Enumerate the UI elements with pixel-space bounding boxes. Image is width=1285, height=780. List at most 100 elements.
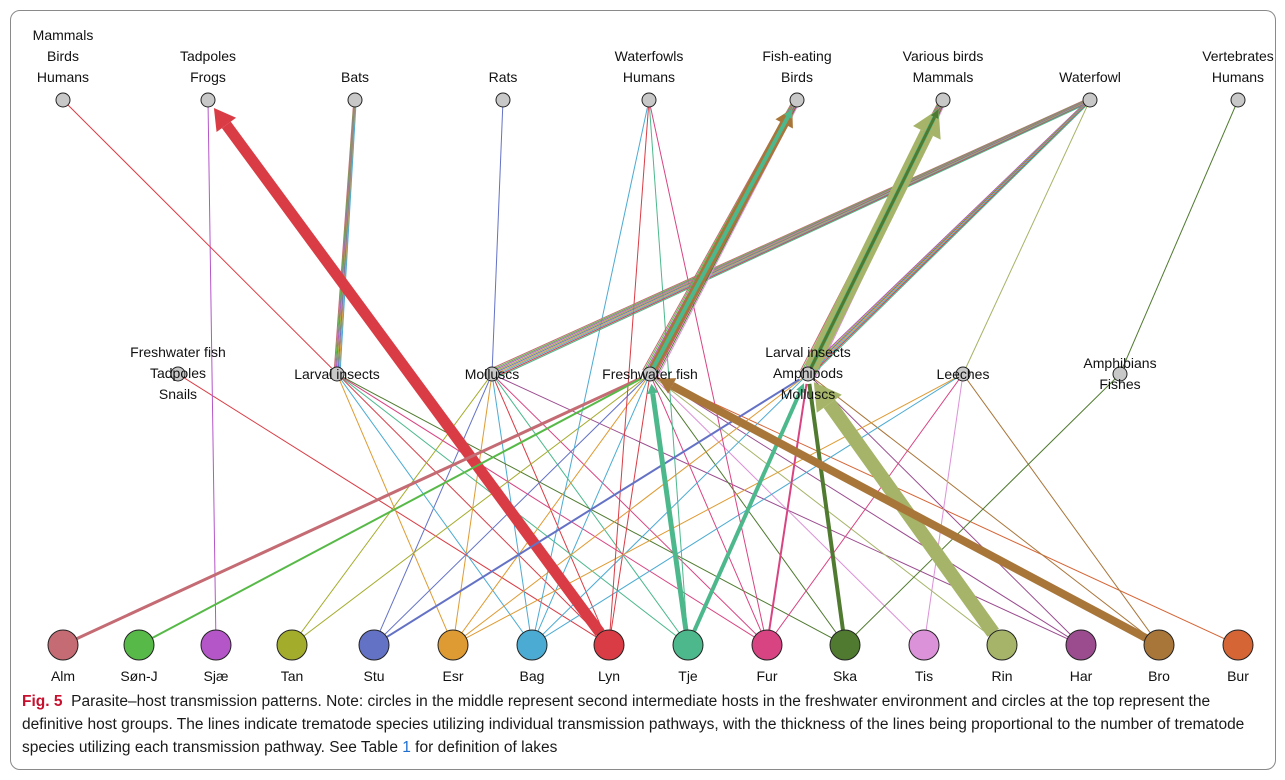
definitive-host-node-d6: [789, 92, 805, 108]
definitive-host-label-line: Waterfowls: [615, 48, 684, 64]
figure-caption: Fig. 5 Parasite–host transmission patter…: [22, 690, 1270, 759]
intermediate-host-label-line: Amphibians: [1083, 355, 1156, 371]
definitive-host-node-d2: [200, 92, 216, 108]
host-nodes: [47, 92, 1254, 661]
lake-label: Tje: [678, 668, 698, 684]
lake-node-Stu: [358, 629, 390, 661]
lake-label: Sjæ: [204, 668, 229, 684]
weighted-link-i4-d6: [651, 115, 790, 369]
definitive-host-label: Bats: [341, 69, 369, 85]
intermediate-host-label-line: Fishes: [1099, 376, 1140, 392]
definitive-host-label: Waterfowls Humans: [615, 48, 684, 85]
lake-label: Rin: [991, 668, 1012, 684]
pathway-line-12: [336, 373, 533, 646]
lake-label: Tis: [915, 668, 933, 684]
definitive-host-label: Tadpoles Frogs: [180, 48, 236, 85]
table-reference-link[interactable]: 1: [402, 739, 411, 756]
lake-label: Bag: [520, 668, 545, 684]
pathway-line-1: [207, 99, 217, 646]
intermediate-host-label-line: Larval insects: [294, 366, 380, 382]
weighted-link-i5-d7: [809, 116, 936, 369]
intermediate-host-label-line: Leeches: [937, 366, 990, 382]
pathway-line-36: [844, 373, 1121, 646]
bats-bundle-line-3: [336, 99, 356, 375]
weighted-link-Bro-i4: [670, 382, 1148, 642]
pathway-line-20: [608, 373, 651, 646]
intermediate-host-node-i3: [484, 366, 500, 382]
lake-node-Tan: [276, 629, 308, 661]
lake-node-Bro: [1143, 629, 1175, 661]
pathway-line-41: [608, 99, 650, 646]
intermediate-host-label: Larval insects: [294, 366, 380, 382]
intermediate-host-label: Larval insects Amphipods Molluscs: [765, 344, 851, 402]
pathway-line-40: [648, 99, 768, 646]
definitive-host-label-line: Mammals: [913, 69, 974, 85]
definitive-host-label-line: Various birds: [903, 48, 984, 64]
pathway-line-28: [452, 373, 809, 646]
definitive-host-label-line: Humans: [37, 69, 89, 85]
weighted-link-Tje-i5: [692, 390, 803, 633]
lake-label: Lyn: [598, 668, 620, 684]
lake-node-Sjae: [200, 629, 232, 661]
intermediate-host-node-i1: [170, 366, 186, 382]
definitive-host-label-line: Humans: [623, 69, 675, 85]
lake-node-Ska: [829, 629, 861, 661]
lake-node-SonJ: [123, 629, 155, 661]
definitive-host-label-line: Rats: [489, 69, 518, 85]
intermediate-host-node-i5: [800, 366, 816, 382]
lake-label: Søn-J: [120, 668, 157, 684]
intermediate-host-label-line: Tadpoles: [150, 365, 206, 381]
definitive-host-label-line: Birds: [781, 69, 813, 85]
weighted-link-SonJ-i4: [151, 377, 642, 639]
lake-label: Esr: [443, 668, 464, 684]
waterfowl-bundle-line-0: [489, 97, 1090, 370]
weighted-link-Ska-i5: [807, 383, 845, 631]
intermediate-host-label-line: Amphipods: [773, 365, 843, 381]
weighted-link-Lyn-d2: [221, 121, 605, 637]
lake-label: Alm: [51, 668, 75, 684]
definitive-host-label-line: Tadpoles: [180, 48, 236, 64]
waterfowl-bundle-line-2: [490, 98, 1090, 373]
arrowhead-Tje-i5: [796, 383, 805, 394]
lake-node-Rin: [986, 629, 1018, 661]
waterfowl-bundle-line-4: [491, 99, 1091, 375]
pathway-line-6: [452, 373, 493, 646]
waterfowl-insect-bundle-line-1: [805, 98, 1090, 373]
definitive-host-label-line: Fish-eating: [762, 48, 831, 64]
definitive-host-label: Various birds Mammals: [903, 48, 984, 85]
waterfowl-insect-bundle-line-4: [808, 99, 1091, 376]
intermediate-host-label-line: Larval insects: [765, 344, 851, 360]
pathway-line-29: [807, 373, 1082, 646]
arrowhead-Bro-i4: [658, 378, 677, 394]
intermediate-host-node-i4: [642, 366, 658, 382]
host-labels: Mammals Birds Humans Tadpoles Frogs Bats Rats W…: [33, 27, 1274, 684]
weighted-link-Alm-i4: [75, 376, 642, 641]
pathway-line-37: [1119, 99, 1239, 375]
definitive-host-node-d3: [347, 92, 363, 108]
waterfowl-bundle-line-8: [493, 101, 1092, 380]
pathway-line-31: [923, 373, 964, 646]
definitive-host-node-d1: [55, 92, 71, 108]
definitive-host-label: Rats: [489, 69, 518, 85]
intermediate-host-label-line: Molluscs: [781, 386, 835, 402]
pathway-line-42: [491, 99, 504, 375]
definitive-host-label-line: Birds: [47, 48, 79, 64]
lake-node-Fur: [751, 629, 783, 661]
weighted-link-Fur-i5: [768, 383, 808, 631]
intermediate-host-label-line: Snails: [159, 386, 197, 402]
definitive-host-label-line: Bats: [341, 69, 369, 85]
waterfowl-bundle-line-5: [492, 100, 1091, 376]
lake-node-Bag: [516, 629, 548, 661]
arrowhead-Lyn-d2: [213, 108, 237, 133]
caption-text: Parasite–host transmission patterns. Not…: [22, 693, 1245, 756]
definitive-host-label: Mammals Birds Humans: [33, 27, 94, 85]
intermediate-host-label: Freshwater fish Tadpoles Snails: [130, 344, 226, 402]
definitive-host-label: Waterfowl: [1059, 69, 1121, 85]
waterfowl-insect-bundle-line-5: [809, 100, 1092, 377]
waterfowl-bundle-line-3: [491, 99, 1090, 374]
pathway-line-16: [291, 373, 651, 646]
pathway-line-3: [291, 373, 493, 646]
waterfowl-insect-bundle-line-2: [806, 99, 1091, 374]
pathway-line-30: [807, 373, 1160, 646]
caption-text-end: for definition of lakes: [410, 739, 558, 756]
